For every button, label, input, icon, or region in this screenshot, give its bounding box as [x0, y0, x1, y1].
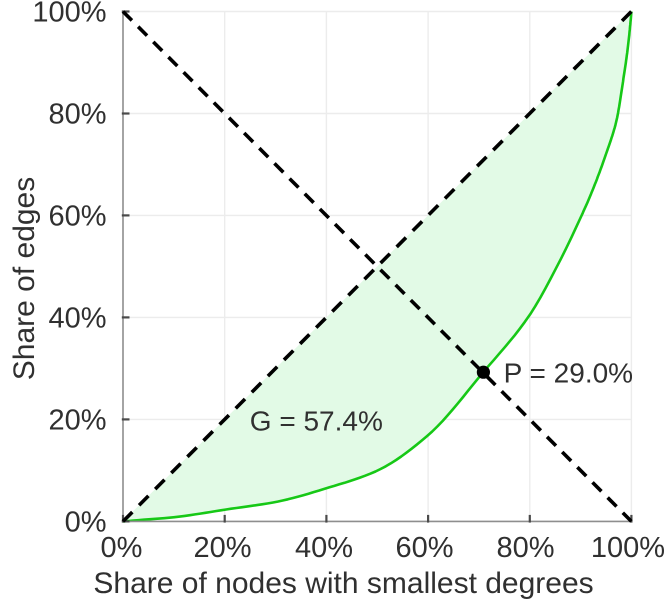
- svg-text:P = 29.0%: P = 29.0%: [504, 358, 633, 389]
- svg-text:Share of nodes with smallest d: Share of nodes with smallest degrees: [93, 567, 593, 600]
- svg-text:60%: 60%: [395, 532, 453, 564]
- svg-text:80%: 80%: [48, 99, 106, 131]
- svg-text:0%: 0%: [101, 532, 143, 564]
- svg-text:100%: 100%: [591, 532, 665, 564]
- svg-text:20%: 20%: [48, 404, 106, 436]
- svg-text:Share of edges: Share of edges: [8, 177, 41, 380]
- svg-text:100%: 100%: [32, 0, 106, 29]
- svg-text:80%: 80%: [496, 532, 554, 564]
- svg-text:20%: 20%: [193, 532, 251, 564]
- svg-text:40%: 40%: [295, 532, 353, 564]
- svg-text:G = 57.4%: G = 57.4%: [250, 406, 383, 437]
- svg-text:40%: 40%: [48, 302, 106, 334]
- svg-text:0%: 0%: [65, 506, 107, 538]
- svg-text:60%: 60%: [48, 200, 106, 232]
